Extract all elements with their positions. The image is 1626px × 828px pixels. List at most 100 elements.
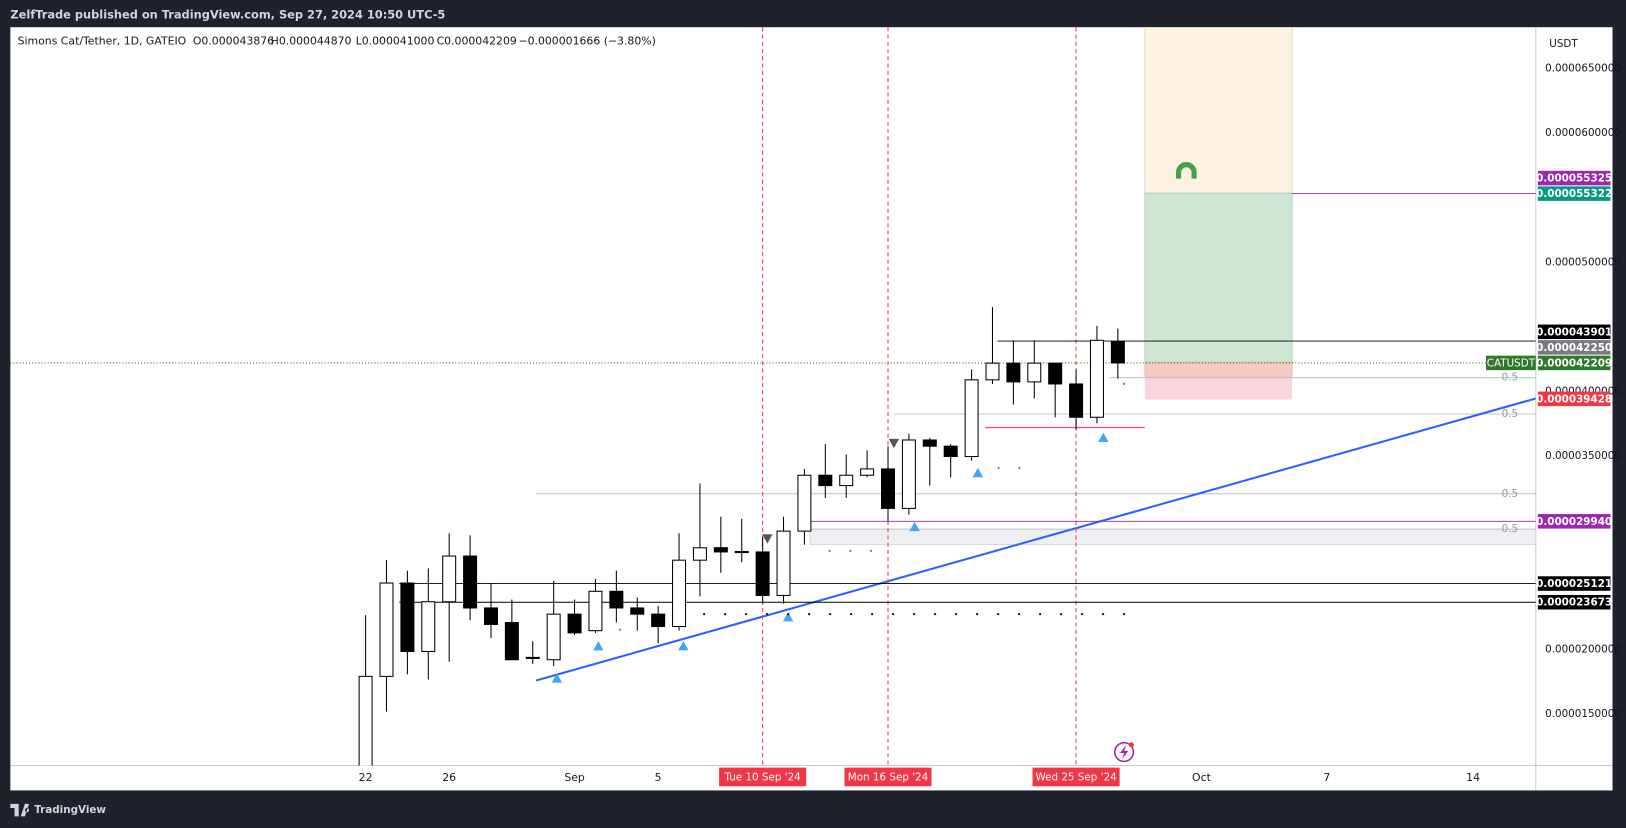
candle-body	[379, 582, 394, 677]
dot	[723, 612, 727, 616]
ohlc-open: O0.000043876	[193, 35, 274, 48]
candle-body	[358, 675, 373, 766]
position-stop-zone	[1144, 361, 1293, 377]
dot	[1017, 612, 1021, 616]
x-tick-label: Sep	[564, 771, 585, 784]
x-tick-label: 14	[1466, 771, 1480, 784]
candle	[797, 468, 812, 545]
fib-label: 0.5	[1502, 523, 1518, 535]
candle-body	[504, 622, 519, 661]
candle-body	[609, 590, 624, 609]
buy-signals	[551, 432, 1109, 683]
dot	[1059, 612, 1063, 616]
candle-body	[860, 468, 875, 476]
candle-body	[442, 555, 457, 603]
candle	[672, 533, 687, 631]
tv-logo	[10, 803, 30, 817]
candle-body	[651, 613, 666, 628]
candle	[442, 533, 457, 662]
candle-body	[839, 474, 854, 487]
price-label-bg	[1537, 324, 1611, 340]
signal-down	[762, 534, 773, 544]
price-label: 0.000055322	[1536, 188, 1612, 200]
symbol-label: CATUSDT	[1487, 357, 1536, 369]
dot	[828, 612, 832, 616]
candle	[379, 560, 394, 712]
candle-body	[1048, 362, 1063, 385]
dot	[996, 612, 1000, 616]
magnet-icon	[1175, 162, 1197, 179]
candle	[400, 570, 415, 675]
signal-up	[551, 673, 563, 683]
date-marker-bg	[844, 767, 932, 787]
price-label: 0.000043901	[1536, 326, 1612, 338]
candle	[483, 583, 498, 639]
y-tick-label: 0.0000200000	[1545, 644, 1621, 656]
x-tick-label: 26	[442, 771, 456, 784]
price-label: 0.000055325	[1536, 173, 1612, 185]
candle-body	[1110, 340, 1125, 364]
zone-band	[809, 528, 1536, 545]
chart-panel	[10, 27, 1613, 791]
candle	[525, 641, 540, 664]
time-scale: 22 26 Sep 5 Oct 7 14 Tue 10 Sep '24 Mon 16 Sep '…	[359, 767, 1480, 787]
fib-label: 0.5	[1502, 408, 1518, 420]
candle	[463, 535, 478, 621]
position-upper-zone	[1144, 27, 1293, 194]
candle	[1089, 325, 1104, 424]
candle	[964, 369, 979, 461]
price-label: 0.000042250	[1536, 342, 1612, 354]
x-tick-label: 22	[359, 771, 373, 784]
date-marker-bg	[719, 767, 807, 787]
candle	[985, 307, 1000, 384]
candles	[358, 307, 1125, 766]
ohlc-close: C0.000042209	[437, 35, 517, 48]
dot	[702, 612, 706, 616]
candle	[734, 518, 749, 563]
signal-up	[678, 641, 689, 651]
candle-body	[672, 559, 687, 628]
alert-dot	[1128, 742, 1134, 748]
candle-body	[630, 607, 645, 615]
brand: TradingView	[34, 804, 106, 816]
dot	[891, 612, 895, 616]
candle-body	[901, 439, 916, 509]
ohlc-change: −0.000001666 (−3.80%)	[518, 35, 655, 48]
candle-body	[1027, 362, 1042, 383]
candle-body	[525, 656, 540, 659]
dot	[933, 612, 937, 616]
candle	[609, 570, 624, 623]
candle-body	[713, 547, 728, 553]
candle-body	[1089, 339, 1104, 418]
price-label: 0.000029940	[1536, 516, 1612, 528]
candle	[818, 444, 833, 498]
y-tick-label: 0.0000650000	[1545, 63, 1621, 75]
candle-body	[1006, 362, 1021, 383]
candle	[588, 578, 603, 633]
candle	[546, 580, 561, 667]
dot	[912, 612, 916, 616]
candle-body	[881, 468, 896, 509]
candle-body	[421, 601, 436, 652]
x-tick-label: 7	[1323, 771, 1330, 784]
position-target-zone	[1144, 192, 1293, 363]
dot	[1122, 382, 1126, 386]
published-line: ZelfTrade published on TradingView.com, …	[10, 7, 445, 21]
candle-body	[567, 613, 582, 634]
position-stop-shade	[1144, 376, 1293, 400]
y-tick-label: 0.0000500000	[1545, 256, 1621, 268]
symbol-label-bg	[1486, 355, 1536, 371]
candle	[839, 454, 854, 498]
price-label-bg	[1537, 576, 1611, 591]
indicator-dots	[618, 382, 1126, 631]
dot	[1018, 466, 1021, 470]
candle	[901, 433, 916, 515]
candle-body	[588, 590, 603, 632]
price-label-bg	[1537, 186, 1611, 201]
candle	[1110, 328, 1125, 379]
price-label: 0.000025121	[1536, 578, 1612, 590]
candle	[1006, 340, 1021, 405]
candle-body	[943, 445, 958, 458]
candle-body	[463, 555, 478, 609]
candle	[1048, 362, 1063, 418]
